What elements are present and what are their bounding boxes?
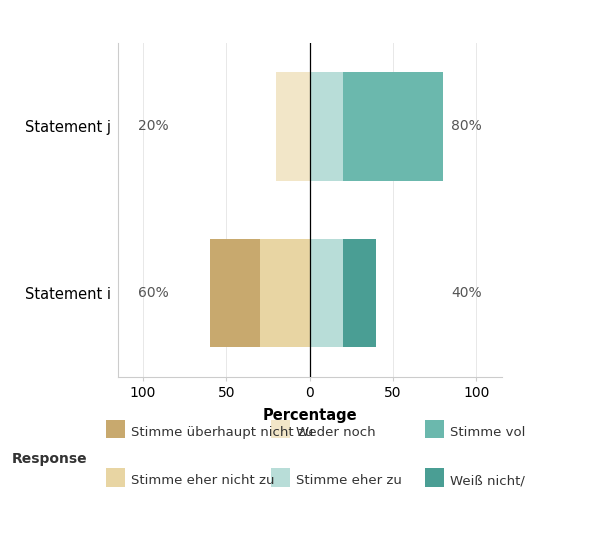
Text: 80%: 80% [451, 119, 481, 133]
Text: Weder noch: Weder noch [296, 426, 376, 439]
Bar [343, 239, 376, 348]
Text: Response: Response [12, 452, 87, 466]
Text: Stimme eher nicht zu: Stimme eher nicht zu [131, 475, 274, 487]
Text: Stimme eher zu: Stimme eher zu [296, 475, 402, 487]
Bar [209, 239, 260, 348]
Text: Stimme überhaupt nicht zu: Stimme überhaupt nicht zu [131, 426, 313, 439]
Bar [310, 72, 343, 181]
Text: 40%: 40% [451, 286, 481, 300]
X-axis label: Percentage: Percentage [263, 408, 357, 423]
Text: Weiß nicht/: Weiß nicht/ [450, 475, 525, 487]
Bar [310, 239, 343, 348]
Bar [260, 239, 310, 348]
Bar [276, 72, 310, 181]
Text: Stimme vol: Stimme vol [450, 426, 525, 439]
Text: 20%: 20% [138, 119, 169, 133]
Text: 60%: 60% [138, 286, 169, 300]
Bar [343, 72, 443, 181]
